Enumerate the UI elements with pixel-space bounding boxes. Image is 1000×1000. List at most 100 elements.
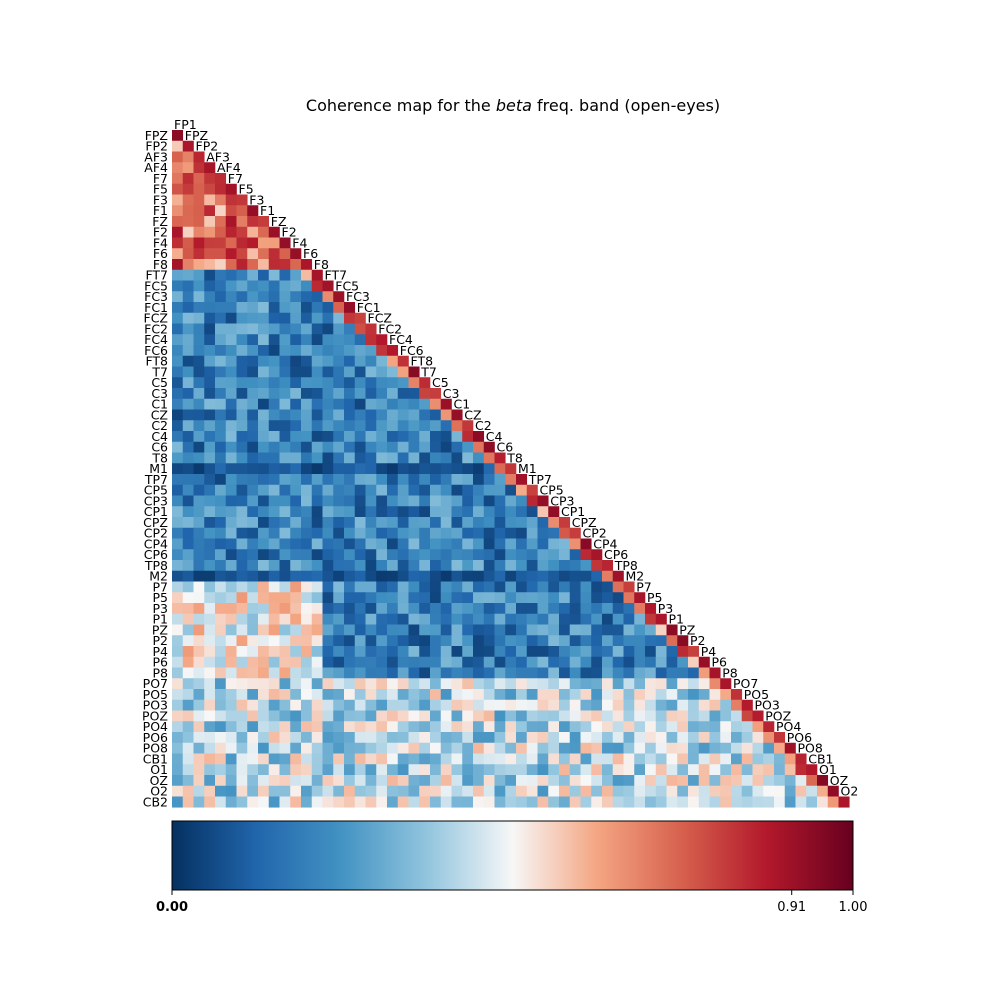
- heatmap-cell: [268, 248, 280, 260]
- heatmap-cell: [204, 162, 216, 174]
- heatmap-cell: [344, 764, 356, 776]
- heatmap-cell: [354, 732, 366, 744]
- heatmap-cell: [376, 613, 388, 625]
- heatmap-cell: [268, 603, 280, 615]
- heatmap-cell: [387, 742, 399, 754]
- heatmap-cell: [387, 377, 399, 389]
- heatmap-cell: [688, 753, 700, 765]
- heatmap-cell: [516, 753, 528, 765]
- heatmap-cell: [258, 538, 270, 550]
- heatmap-cell: [817, 785, 829, 797]
- heatmap-cell: [193, 205, 205, 217]
- heatmap-cell: [236, 312, 248, 324]
- heatmap-cell: [419, 506, 431, 518]
- heatmap-cell: [225, 506, 237, 518]
- heatmap-cell: [741, 785, 753, 797]
- heatmap-cell: [462, 764, 474, 776]
- heatmap-cell: [559, 560, 571, 572]
- heatmap-cell: [634, 646, 646, 658]
- heatmap-cell: [258, 495, 270, 507]
- heatmap-cell: [258, 785, 270, 797]
- heatmap-cell: [666, 764, 678, 776]
- heatmap-cell: [236, 517, 248, 529]
- heatmap-cell: [623, 603, 635, 615]
- heatmap-cell: [408, 775, 420, 787]
- heatmap-cell: [419, 732, 431, 744]
- heatmap-cell: [462, 603, 474, 615]
- heatmap-cell: [225, 237, 237, 249]
- heatmap-cell: [204, 312, 216, 324]
- heatmap-cell: [333, 345, 345, 357]
- heatmap-cell: [559, 732, 571, 744]
- heatmap-cell: [698, 678, 710, 690]
- heatmap-cell: [419, 581, 431, 593]
- heatmap-cell: [688, 689, 700, 701]
- heatmap-cell: [548, 603, 560, 615]
- heatmap-cell: [204, 377, 216, 389]
- heatmap-cell: [290, 420, 302, 432]
- heatmap-cell: [462, 527, 474, 539]
- heatmap-cell: [193, 484, 205, 496]
- heatmap-cell: [387, 345, 399, 357]
- heatmap-cell: [645, 775, 657, 787]
- heatmap-cell: [602, 785, 614, 797]
- heatmap-cell: [193, 517, 205, 529]
- heatmap-cell: [774, 796, 786, 808]
- heatmap-cell: [258, 592, 270, 604]
- heatmap-cell: [516, 560, 528, 572]
- row-label: PO7: [143, 676, 168, 691]
- heatmap-cell: [645, 667, 657, 679]
- heatmap-cell: [182, 377, 194, 389]
- column-label: C5: [432, 375, 449, 390]
- heatmap-cell: [526, 764, 538, 776]
- heatmap-cell: [236, 463, 248, 475]
- heatmap-cell: [720, 785, 732, 797]
- heatmap-cell: [215, 420, 227, 432]
- heatmap-cell: [247, 635, 259, 647]
- heatmap-cell: [215, 689, 227, 701]
- heatmap-cell: [247, 775, 259, 787]
- heatmap-cell: [279, 646, 291, 658]
- heatmap-cell: [698, 656, 710, 668]
- heatmap-cell: [236, 248, 248, 260]
- heatmap-cell: [612, 624, 624, 636]
- heatmap-cell: [279, 495, 291, 507]
- heatmap-cell: [333, 560, 345, 572]
- heatmap-cell: [483, 785, 495, 797]
- heatmap-cell: [397, 420, 409, 432]
- heatmap-cell: [365, 775, 377, 787]
- row-label: FC3: [144, 289, 168, 304]
- heatmap-cell: [268, 312, 280, 324]
- heatmap-cell: [559, 581, 571, 593]
- heatmap-cell: [333, 452, 345, 464]
- heatmap-cell: [172, 345, 184, 357]
- heatmap-cell: [623, 613, 635, 625]
- heatmap-cell: [451, 538, 463, 550]
- heatmap-cell: [344, 592, 356, 604]
- heatmap-cell: [591, 570, 603, 582]
- heatmap-cell: [204, 259, 216, 271]
- heatmap-cell: [688, 721, 700, 733]
- heatmap-cell: [440, 732, 452, 744]
- heatmap-cell: [301, 398, 313, 410]
- heatmap-cell: [247, 280, 259, 292]
- heatmap-cell: [462, 699, 474, 711]
- heatmap-cell: [623, 699, 635, 711]
- heatmap-cell: [236, 635, 248, 647]
- heatmap-cell: [473, 613, 485, 625]
- heatmap-cell: [408, 742, 420, 754]
- heatmap-cell: [311, 420, 323, 432]
- heatmap-cell: [279, 506, 291, 518]
- heatmap-cell: [376, 345, 388, 357]
- heatmap-cell: [602, 721, 614, 733]
- heatmap-cell: [290, 753, 302, 765]
- column-label: P5: [647, 590, 663, 605]
- heatmap-cell: [268, 549, 280, 561]
- heatmap-cell: [333, 592, 345, 604]
- heatmap-cell: [215, 366, 227, 378]
- heatmap-cell: [612, 613, 624, 625]
- heatmap-cell: [784, 796, 796, 808]
- heatmap-cell: [365, 484, 377, 496]
- heatmap-cell: [268, 742, 280, 754]
- heatmap-cell: [516, 474, 528, 486]
